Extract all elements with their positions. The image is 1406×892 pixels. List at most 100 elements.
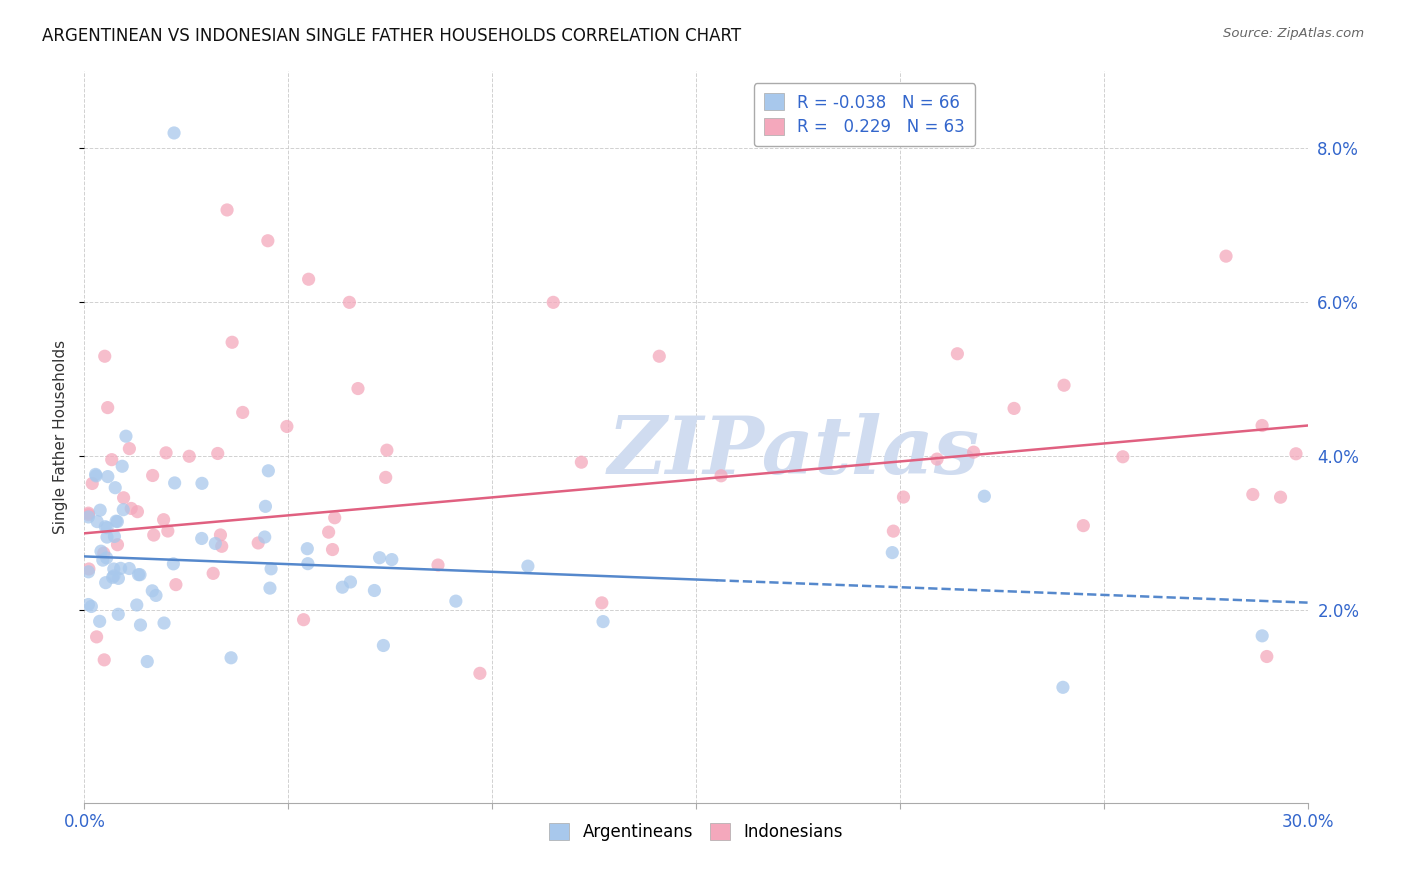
Point xyxy=(323,510,346,524)
Point xyxy=(219,650,242,665)
Point xyxy=(1251,629,1274,643)
Point xyxy=(257,234,280,248)
Point xyxy=(260,562,283,576)
Point xyxy=(77,510,100,524)
Point xyxy=(97,469,120,483)
Point xyxy=(103,569,125,583)
Point xyxy=(163,475,186,490)
Point xyxy=(91,553,114,567)
Point xyxy=(94,519,117,533)
Point xyxy=(142,468,165,483)
Point xyxy=(946,347,969,361)
Point xyxy=(127,567,149,582)
Point xyxy=(163,126,186,140)
Point xyxy=(101,570,124,584)
Point xyxy=(925,452,948,467)
Point xyxy=(142,528,165,542)
Point xyxy=(209,528,232,542)
Point xyxy=(96,521,118,535)
Point xyxy=(110,561,132,575)
Point xyxy=(363,583,385,598)
Point xyxy=(318,525,340,540)
Point xyxy=(96,530,118,544)
Point xyxy=(882,524,904,538)
Point xyxy=(77,565,100,579)
Point xyxy=(543,295,565,310)
Point xyxy=(368,550,391,565)
Point xyxy=(710,468,733,483)
Point xyxy=(247,536,270,550)
Point xyxy=(592,615,614,629)
Point xyxy=(145,589,167,603)
Text: ARGENTINEAN VS INDONESIAN SINGLE FATHER HOUSEHOLDS CORRELATION CHART: ARGENTINEAN VS INDONESIAN SINGLE FATHER … xyxy=(42,27,741,45)
Point xyxy=(77,598,100,612)
Point xyxy=(155,446,177,460)
Point xyxy=(89,503,111,517)
Point xyxy=(179,450,201,464)
Point xyxy=(84,467,107,482)
Point xyxy=(569,455,592,469)
Point xyxy=(1251,418,1274,433)
Point xyxy=(962,445,984,459)
Point xyxy=(77,508,100,522)
Point xyxy=(77,506,100,520)
Point xyxy=(107,607,129,622)
Point xyxy=(374,470,396,484)
Point xyxy=(77,562,100,576)
Text: ZIPatlas: ZIPatlas xyxy=(607,413,980,491)
Point xyxy=(321,542,343,557)
Point xyxy=(373,639,395,653)
Point xyxy=(211,539,233,553)
Point xyxy=(339,295,361,310)
Point xyxy=(1285,447,1308,461)
Point xyxy=(162,557,184,571)
Y-axis label: Single Father Households: Single Father Households xyxy=(53,340,69,534)
Legend: Argentineans, Indonesians: Argentineans, Indonesians xyxy=(541,814,851,849)
Point xyxy=(339,574,361,589)
Point xyxy=(152,513,174,527)
Point xyxy=(516,559,538,574)
Point xyxy=(893,490,915,504)
Point xyxy=(93,653,115,667)
Point xyxy=(202,566,225,581)
Point xyxy=(96,550,118,565)
Point xyxy=(165,577,187,591)
Point xyxy=(427,558,450,572)
Point xyxy=(86,515,108,529)
Point xyxy=(89,615,111,629)
Point xyxy=(1270,490,1292,504)
Point xyxy=(217,202,239,217)
Point xyxy=(1256,649,1278,664)
Text: Source: ZipAtlas.com: Source: ZipAtlas.com xyxy=(1223,27,1364,40)
Point xyxy=(86,630,108,644)
Point xyxy=(104,481,127,495)
Point xyxy=(298,272,321,286)
Point xyxy=(127,505,149,519)
Point xyxy=(141,583,163,598)
Point xyxy=(297,541,319,556)
Point xyxy=(254,500,277,514)
Point xyxy=(1215,249,1237,263)
Point xyxy=(207,446,229,460)
Point xyxy=(232,405,254,419)
Point xyxy=(103,529,125,543)
Point xyxy=(118,561,141,575)
Point xyxy=(118,442,141,456)
Point xyxy=(444,594,467,608)
Point xyxy=(257,464,280,478)
Point xyxy=(1052,681,1074,695)
Point xyxy=(112,502,135,516)
Point xyxy=(136,655,159,669)
Point xyxy=(468,666,491,681)
Point xyxy=(375,443,398,458)
Point xyxy=(112,491,135,505)
Point xyxy=(191,476,214,491)
Point xyxy=(1002,401,1025,416)
Point xyxy=(297,557,319,571)
Point xyxy=(84,468,107,483)
Point xyxy=(221,335,243,350)
Point xyxy=(97,401,120,415)
Point xyxy=(129,567,152,582)
Point xyxy=(648,349,671,363)
Point xyxy=(1053,378,1076,392)
